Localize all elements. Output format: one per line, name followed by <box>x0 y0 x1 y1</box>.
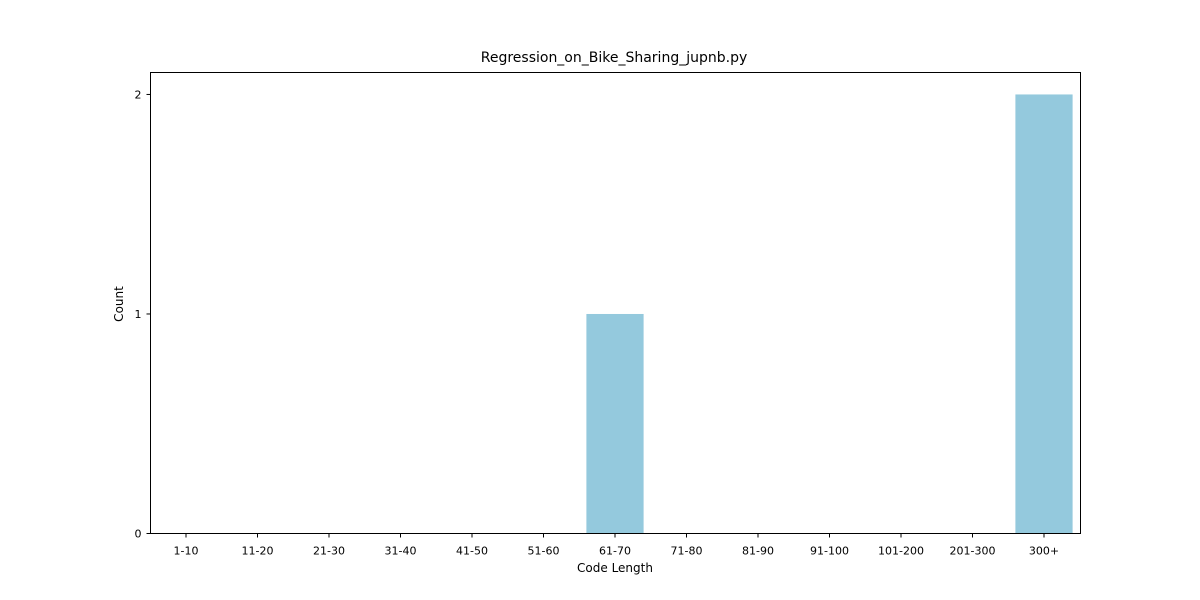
y-tick-label: 1 <box>135 308 142 321</box>
x-tick-label: 201-300 <box>950 545 996 558</box>
bars-group <box>586 94 1073 534</box>
y-tick-label: 0 <box>135 528 142 541</box>
x-tick-label: 11-20 <box>242 545 274 558</box>
x-axis-ticks: 1-10 11-20 21-30 31-40 41-50 51-60 61-70 71-80 8… <box>174 533 1059 558</box>
x-tick-label: 31-40 <box>385 545 417 558</box>
y-axis-ticks: 0 1 2 <box>135 88 151 541</box>
y-tick-label: 2 <box>135 88 142 101</box>
y-axis-label: Count <box>112 286 126 322</box>
chart-title: Regression_on_Bike_Sharing_jupnb.py <box>481 50 748 66</box>
bar-61-70 <box>586 313 644 534</box>
x-tick-label: 41-50 <box>456 545 488 558</box>
x-tick-label: 51-60 <box>528 545 560 558</box>
x-tick-label: 1-10 <box>174 545 199 558</box>
x-tick-label: 21-30 <box>313 545 345 558</box>
x-tick-label: 101-200 <box>878 545 924 558</box>
bar-300+ <box>1015 94 1073 534</box>
plot-frame <box>150 72 1081 534</box>
x-tick-label: 91-100 <box>810 545 849 558</box>
x-tick-label: 300+ <box>1029 545 1059 558</box>
x-tick-label: 71-80 <box>671 545 703 558</box>
x-axis-label: Code Length <box>577 561 653 575</box>
x-tick-label: 81-90 <box>742 545 774 558</box>
x-tick-label: 61-70 <box>599 545 631 558</box>
